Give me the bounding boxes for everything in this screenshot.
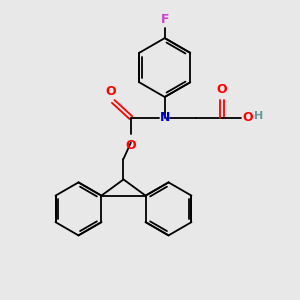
Text: O: O — [242, 111, 253, 124]
Text: H: H — [254, 111, 263, 121]
Text: O: O — [217, 83, 227, 96]
Text: N: N — [160, 111, 170, 124]
Text: F: F — [160, 13, 169, 26]
Text: O: O — [125, 139, 136, 152]
Text: O: O — [105, 85, 116, 98]
